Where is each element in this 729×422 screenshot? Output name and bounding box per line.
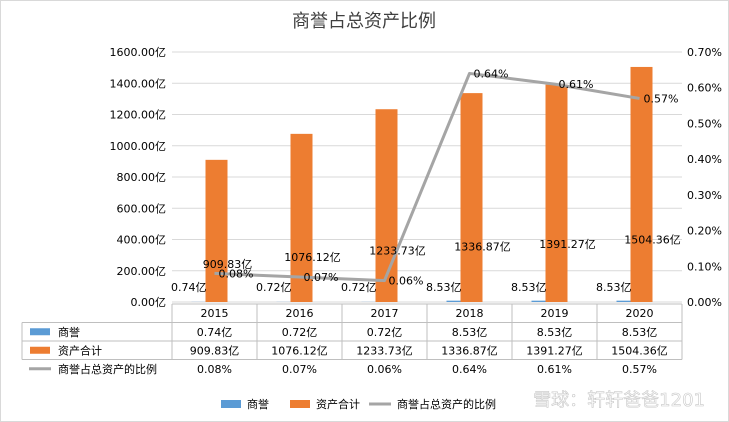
goodwill-data-label: 0.74亿	[171, 281, 207, 294]
table-cell: 1391.27亿	[526, 344, 583, 357]
bar-total-assets	[460, 93, 483, 302]
goodwill-data-label: 8.53亿	[511, 281, 547, 294]
y-left-tick-label: 200.00亿	[117, 265, 167, 278]
table-cell: 0.64%	[452, 363, 487, 376]
y-left-tick-label: 400.00亿	[117, 234, 167, 247]
table-cell: 0.57%	[622, 363, 657, 376]
y-right-tick-label: 0.40%	[687, 153, 722, 166]
total-assets-data-label: 1233.73亿	[369, 245, 426, 258]
y-left-tick-label: 1600.00亿	[110, 46, 167, 59]
table-legend-key	[30, 346, 50, 354]
table-cell: 8.53亿	[622, 326, 658, 339]
y-left-tick-label: 1200.00亿	[110, 109, 167, 122]
table-cell: 1076.12亿	[271, 344, 328, 357]
table-cell: 0.06%	[367, 363, 402, 376]
bar-total-assets	[205, 159, 228, 302]
y-right-tick-label: 0.70%	[687, 46, 722, 59]
legend-label-total-assets: 资产合计	[316, 397, 360, 411]
ratio-data-label: 0.61%	[559, 78, 594, 91]
y-right-tick-label: 0.50%	[687, 117, 722, 130]
x-tick-label: 2015	[201, 307, 229, 320]
table-legend-key	[30, 328, 50, 336]
ratio-data-label: 0.64%	[474, 67, 509, 80]
goodwill-data-label: 0.72亿	[341, 281, 377, 294]
bar-goodwill	[616, 300, 639, 302]
total-assets-data-label: 1504.36亿	[624, 234, 681, 247]
y-left-tick-label: 0.00亿	[131, 296, 167, 309]
chart-title: 商誉占总资产比例	[292, 11, 436, 32]
table-cell: 8.53亿	[452, 326, 488, 339]
y-left-tick-label: 1400.00亿	[110, 77, 167, 90]
legend-label-goodwill: 商誉	[247, 397, 269, 411]
x-tick-label: 2020	[626, 307, 654, 320]
ratio-data-label: 0.08%	[219, 267, 254, 280]
table-cell: 1233.73亿	[356, 344, 413, 357]
table-row-header: 资产合计	[58, 343, 102, 357]
bar-total-assets	[290, 133, 313, 302]
table-cell: 909.83亿	[190, 344, 240, 357]
total-assets-data-label: 1391.27亿	[539, 238, 596, 251]
goodwill-data-label: 8.53亿	[596, 281, 632, 294]
total-assets-data-label: 1076.12亿	[284, 251, 341, 264]
total-assets-data-label: 1336.87亿	[454, 240, 511, 253]
bar-total-assets	[545, 84, 568, 302]
ratio-data-label: 0.57%	[644, 92, 679, 105]
table-cell: 1336.87亿	[441, 344, 498, 357]
table-cell: 8.53亿	[537, 326, 573, 339]
table-row-header: 商誉	[58, 325, 80, 339]
table-cell: 0.61%	[537, 363, 572, 376]
ratio-data-label: 0.07%	[304, 271, 339, 284]
x-tick-label: 2018	[456, 307, 484, 320]
x-tick-label: 2016	[286, 307, 314, 320]
y-left-tick-label: 600.00亿	[117, 202, 167, 215]
bar-total-assets	[630, 66, 653, 302]
legend-label-ratio: 商誉占总资产的比例	[397, 397, 496, 411]
table-cell: 0.74亿	[197, 326, 233, 339]
total-assets-data-label: 909.83亿	[203, 258, 253, 271]
bar-goodwill	[531, 300, 554, 302]
ratio-line	[214, 71, 640, 283]
legend-key-total-assets	[290, 400, 310, 408]
table-cell: 0.08%	[197, 363, 232, 376]
y-left-tick-label: 800.00亿	[117, 171, 167, 184]
goodwill-data-label: 8.53亿	[426, 281, 462, 294]
y-right-tick-label: 0.60%	[687, 82, 722, 95]
legend-key-goodwill	[221, 400, 241, 408]
table-cell: 0.72亿	[367, 326, 403, 339]
watermark: 雪球：轩轩爸爸1201	[533, 390, 705, 411]
y-left-tick-label: 1000.00亿	[110, 140, 167, 153]
table-cell: 0.07%	[282, 363, 317, 376]
ratio-data-label: 0.06%	[389, 275, 424, 288]
x-tick-label: 2019	[541, 307, 569, 320]
x-tick-label: 2017	[371, 307, 399, 320]
y-right-tick-label: 0.00%	[687, 296, 722, 309]
y-right-tick-label: 0.30%	[687, 189, 722, 202]
goodwill-data-label: 0.72亿	[256, 281, 292, 294]
y-right-tick-label: 0.10%	[687, 260, 722, 273]
y-right-tick-label: 0.20%	[687, 225, 722, 238]
table-cell: 0.72亿	[282, 326, 318, 339]
bar-total-assets	[375, 109, 398, 302]
table-cell: 1504.36亿	[611, 344, 668, 357]
table-row-header: 商誉占总资产的比例	[58, 362, 157, 376]
bar-goodwill	[446, 300, 469, 302]
